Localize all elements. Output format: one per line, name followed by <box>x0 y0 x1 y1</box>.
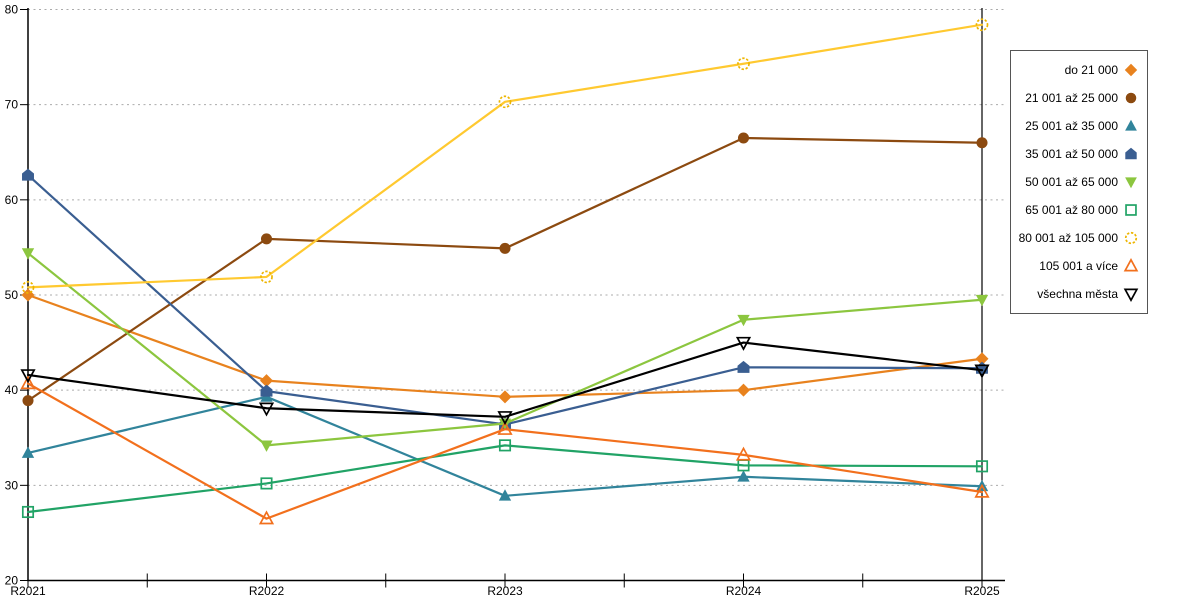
square-open-marker <box>975 460 989 473</box>
circle-open-dashed-marker <box>975 18 989 32</box>
series-line <box>26 444 984 514</box>
square-open-marker <box>498 439 512 452</box>
circle-filled-marker <box>260 233 273 245</box>
legend: do 21 000 21 001 až 25 000 25 001 až 35 00… <box>1010 50 1148 314</box>
triangle-up-open-marker <box>735 446 752 461</box>
circle-filled-marker <box>976 137 988 149</box>
circle-filled-marker <box>737 132 750 144</box>
legend-item-label: 80 001 až 105 000 <box>1018 231 1118 245</box>
series-line <box>26 382 984 520</box>
series-80-001-až-105-000 <box>21 18 989 294</box>
series-line <box>26 136 984 402</box>
legend-item-label: 35 001 až 50 000 <box>1025 147 1118 161</box>
series-všechna-města <box>20 336 990 426</box>
triangle-up-open-icon <box>1123 258 1139 272</box>
triangle-down-filled-marker <box>737 314 750 327</box>
triangle-down-open-marker <box>20 369 36 384</box>
pentagon-filled-marker <box>260 384 273 397</box>
x-axis-label: R2025 <box>964 584 1000 598</box>
pentagon-filled-marker <box>737 360 750 373</box>
legend-item: 25 001 až 35 000 <box>1015 113 1139 139</box>
triangle-down-filled-marker <box>975 294 989 307</box>
square-open-icon <box>1125 204 1137 216</box>
triangle-up-open-marker <box>497 420 513 435</box>
y-axis-label: 20 <box>5 574 19 588</box>
triangle-up-open-marker <box>20 375 36 390</box>
triangle-down-filled-marker <box>21 248 35 260</box>
triangle-up-filled-icon <box>1125 119 1137 131</box>
legend-item-label: 105 001 a více <box>1039 259 1118 273</box>
triangle-down-open-icon <box>1123 288 1139 302</box>
triangle-down-open-marker <box>258 402 275 417</box>
legend-item: 21 001 až 25 000 <box>1015 85 1139 111</box>
diamond-filled-marker <box>498 390 512 404</box>
y-axis-label: 80 <box>5 3 19 17</box>
circle-filled-icon <box>1125 92 1137 104</box>
x-axis-label: R2024 <box>726 584 762 598</box>
legend-item: všechna města <box>1015 281 1139 307</box>
circle-open-dashed-marker <box>737 57 750 71</box>
square-open-marker <box>260 477 273 490</box>
triangle-down-filled-icon <box>1125 177 1137 189</box>
legend-item: 80 001 až 105 000 <box>1015 225 1139 251</box>
y-axis-label: 30 <box>5 478 19 492</box>
circle-filled-marker <box>499 242 511 254</box>
pentagon-filled-icon <box>1125 147 1137 160</box>
legend-item: 50 001 až 65 000 <box>1015 169 1139 195</box>
legend-item: 65 001 až 80 000 <box>1015 197 1139 223</box>
series-line <box>26 293 984 398</box>
legend-item-label: 50 001 až 65 000 <box>1025 175 1118 189</box>
circle-filled-marker <box>22 395 34 407</box>
legend-item: 105 001 a více <box>1015 253 1139 279</box>
legend-item: do 21 000 <box>1015 57 1139 83</box>
legend-item-label: 25 001 až 35 000 <box>1025 119 1118 133</box>
circle-open-dashed-marker <box>21 281 35 294</box>
circle-open-dashed-icon <box>1124 231 1138 245</box>
triangle-up-filled-marker <box>498 489 512 501</box>
series-21-001-až-25-000 <box>22 132 988 407</box>
circle-open-dashed-marker <box>260 270 273 284</box>
legend-item-label: všechna města <box>1037 287 1118 301</box>
x-axis-label: R2023 <box>487 584 523 598</box>
triangle-down-open-marker <box>974 364 990 379</box>
diamond-filled-marker <box>975 352 989 366</box>
square-open-marker <box>21 505 35 519</box>
triangle-down-open-marker <box>497 411 513 426</box>
legend-item: 35 001 až 50 000 <box>1015 141 1139 167</box>
x-axis-label: R2021 <box>10 584 46 598</box>
triangle-up-filled-marker <box>737 470 750 482</box>
legend-item-label: 21 001 až 25 000 <box>1025 91 1118 105</box>
series-line <box>26 341 984 418</box>
legend-item-label: 65 001 až 80 000 <box>1025 203 1118 217</box>
diamond-filled-marker <box>260 374 273 388</box>
pentagon-filled-marker <box>22 168 34 181</box>
circle-open-dashed-marker <box>498 95 512 109</box>
triangle-down-open-marker <box>735 336 752 351</box>
y-axis-label: 60 <box>5 193 19 207</box>
series-line <box>26 23 984 289</box>
y-axis-label: 50 <box>5 288 19 302</box>
y-axis-label: 40 <box>5 383 19 397</box>
diamond-filled-marker <box>737 383 750 397</box>
triangle-up-open-marker <box>258 510 275 525</box>
diamond-filled-icon <box>1124 63 1138 77</box>
series-105-001-a-více <box>20 375 990 525</box>
triangle-down-filled-marker <box>260 440 273 452</box>
triangle-up-filled-marker <box>21 446 35 458</box>
legend-item-label: do 21 000 <box>1064 63 1118 77</box>
triangle-up-open-marker <box>974 483 990 498</box>
series-line <box>26 173 984 426</box>
x-axis-label: R2022 <box>249 584 285 598</box>
series-65-001-až-80-000 <box>21 439 989 519</box>
y-axis-label: 70 <box>5 98 19 112</box>
series-do-21-000 <box>21 288 989 404</box>
